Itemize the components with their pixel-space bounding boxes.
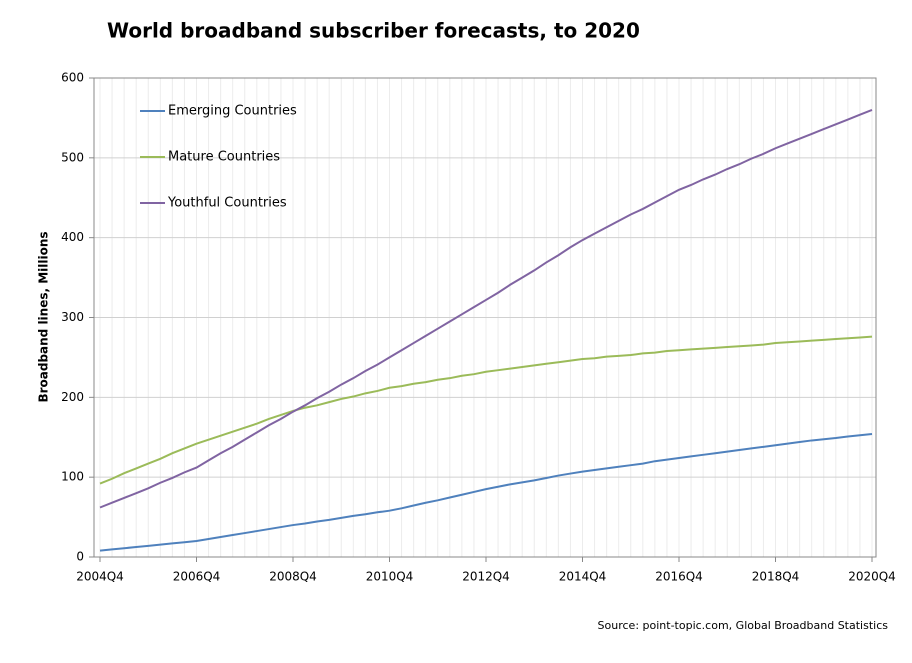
x-tick-label: 2010Q4 bbox=[366, 570, 414, 584]
series-line bbox=[99, 335, 873, 485]
x-tick-label: 2014Q4 bbox=[559, 570, 607, 584]
y-tick-label: 100 bbox=[61, 470, 84, 484]
y-tick-label: 200 bbox=[61, 390, 84, 404]
x-tick-label: 2016Q4 bbox=[655, 570, 703, 584]
x-tick-label: 2008Q4 bbox=[269, 570, 317, 584]
x-tick-label: 2012Q4 bbox=[462, 570, 510, 584]
x-tick-label: 2020Q4 bbox=[848, 570, 896, 584]
series-line bbox=[99, 109, 873, 509]
y-axis-label: Broadband lines, Millions bbox=[37, 231, 51, 402]
y-tick-label: 400 bbox=[61, 230, 84, 244]
legend-label: Emerging Countries bbox=[168, 104, 297, 119]
y-tick-label: 600 bbox=[61, 71, 84, 85]
x-tick-label: 2006Q4 bbox=[173, 570, 221, 584]
plot-frame bbox=[93, 77, 877, 558]
chart-title: World broadband subscriber forecasts, to… bbox=[107, 19, 640, 43]
x-tick-label: 2004Q4 bbox=[76, 570, 124, 584]
source-note: Source: point-topic.com, Global Broadban… bbox=[598, 619, 889, 632]
y-tick-label: 0 bbox=[76, 550, 84, 564]
legend-label: Mature Countries bbox=[168, 150, 280, 165]
legend-label: Youthful Countries bbox=[167, 196, 287, 211]
y-tick-label: 300 bbox=[61, 310, 84, 324]
series-line bbox=[99, 433, 873, 552]
x-tick-label: 2018Q4 bbox=[752, 570, 800, 584]
y-tick-label: 500 bbox=[61, 150, 84, 164]
